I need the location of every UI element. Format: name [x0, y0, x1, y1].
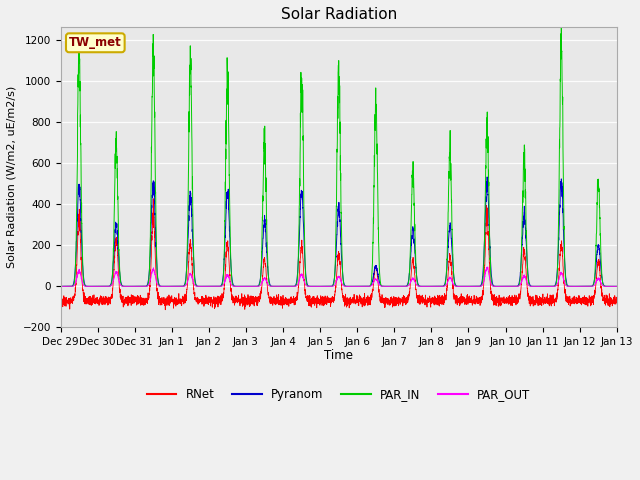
Line: PAR_IN: PAR_IN [61, 25, 617, 287]
RNet [57, 297, 65, 303]
PAR_IN [318, 284, 326, 289]
PAR_OUT [495, 284, 503, 289]
Text: TW_met: TW_met [69, 36, 122, 49]
PAR_OUT [612, 284, 620, 289]
Line: Pyranom: Pyranom [61, 177, 617, 287]
PAR_OUT [353, 284, 361, 289]
X-axis label: Time: Time [324, 348, 353, 361]
RNet [464, 292, 472, 298]
Pyranom [495, 284, 503, 289]
Pyranom [57, 284, 65, 289]
Y-axis label: Solar Radiation (W/m2, uE/m2/s): Solar Radiation (W/m2, uE/m2/s) [7, 86, 17, 268]
PAR_IN [612, 284, 620, 289]
PAR_IN [557, 23, 565, 28]
PAR_IN [613, 284, 621, 289]
Pyranom [463, 284, 471, 289]
Pyranom [612, 284, 620, 289]
RNet [433, 300, 440, 306]
RNet [157, 297, 164, 302]
RNet [495, 292, 503, 298]
Pyranom [318, 284, 326, 289]
PAR_IN [495, 284, 502, 289]
Pyranom [157, 283, 164, 289]
Pyranom [433, 284, 440, 289]
PAR_OUT [433, 284, 440, 289]
PAR_OUT [613, 284, 621, 289]
RNet [613, 300, 621, 305]
PAR_IN [157, 284, 164, 289]
Legend: RNet, Pyranom, PAR_IN, PAR_OUT: RNet, Pyranom, PAR_IN, PAR_OUT [142, 383, 535, 406]
PAR_OUT [318, 284, 326, 289]
Title: Solar Radiation: Solar Radiation [280, 7, 397, 22]
RNet [161, 307, 169, 312]
RNet [612, 295, 620, 301]
PAR_OUT [57, 284, 65, 289]
Line: RNet: RNet [61, 199, 617, 310]
Pyranom [483, 174, 491, 180]
PAR_IN [57, 284, 65, 289]
RNet [318, 298, 326, 303]
RNet [150, 196, 157, 202]
PAR_IN [463, 284, 471, 289]
PAR_IN [433, 284, 440, 289]
Line: PAR_OUT: PAR_OUT [61, 267, 617, 287]
PAR_OUT [484, 264, 492, 270]
Pyranom [390, 284, 398, 289]
PAR_OUT [463, 284, 471, 289]
Pyranom [613, 284, 621, 289]
PAR_OUT [157, 283, 164, 289]
